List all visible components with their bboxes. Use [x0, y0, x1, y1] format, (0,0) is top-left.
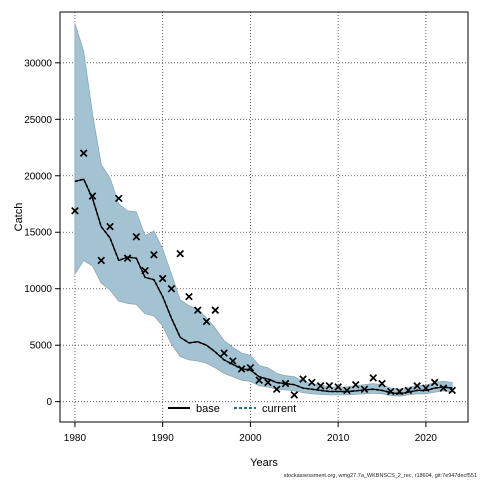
observation-point — [167, 284, 176, 293]
observation-point — [351, 380, 360, 389]
x-tick-label: 1990 — [152, 433, 175, 444]
confidence-band — [74, 23, 453, 397]
observation-point — [71, 206, 79, 215]
observation-point — [193, 306, 202, 314]
observation-point — [246, 363, 255, 372]
y-tick-label: 0 — [46, 397, 52, 408]
observation-point — [343, 386, 351, 395]
observation-point — [264, 378, 272, 387]
observation-point — [97, 256, 106, 265]
observation-point — [386, 387, 395, 396]
observation-point — [316, 382, 325, 390]
series-line-current — [74, 178, 453, 395]
observation-point — [185, 292, 193, 301]
observation-point — [158, 274, 167, 283]
observation-point — [220, 349, 228, 357]
observation-point — [114, 194, 123, 203]
observation-point — [334, 383, 342, 391]
y-tick-label: 15000 — [24, 228, 52, 239]
confidence-band-layer — [74, 23, 453, 397]
observation-point — [229, 357, 237, 365]
observation-point — [255, 376, 263, 385]
observation-point — [422, 384, 430, 392]
legend-label-current: current — [262, 403, 296, 415]
observation-point — [299, 375, 307, 383]
grid-lines — [60, 12, 468, 422]
observation-point — [378, 379, 386, 388]
observation-point — [325, 382, 334, 390]
y-tick-label: 20000 — [24, 171, 52, 182]
y-axis-ticks: 0 5000 10000 15000 20000 25000 30000 — [24, 58, 60, 408]
observation-point — [369, 374, 378, 382]
y-tick-label: 5000 — [30, 341, 53, 352]
observation-point — [290, 391, 299, 399]
observation-point — [395, 387, 404, 396]
x-tick-label: 2020 — [415, 433, 438, 444]
y-tick-label: 10000 — [24, 284, 52, 295]
observation-point — [106, 222, 114, 231]
legend: base current — [168, 403, 296, 415]
y-tick-label: 30000 — [24, 58, 52, 69]
observation-point — [211, 306, 220, 314]
observation-point — [281, 379, 290, 388]
observation-point — [272, 385, 281, 394]
observation-point — [176, 249, 185, 258]
observation-point — [141, 266, 149, 275]
footnote: stockassessment.org, wmg27.7a_WKBNSCS_2_… — [284, 473, 477, 479]
observation-point — [123, 254, 132, 263]
legend-label-base: base — [196, 403, 220, 415]
observation-point — [360, 385, 369, 394]
y-tick-label: 25000 — [24, 115, 52, 126]
observation-point — [308, 378, 316, 387]
observation-point — [439, 384, 448, 392]
observation-point — [150, 251, 158, 259]
observation-point — [237, 365, 246, 373]
observation-point — [430, 378, 439, 387]
x-tick-label: 1980 — [64, 433, 87, 444]
x-axis-label: Years — [250, 457, 278, 469]
x-tick-label: 2010 — [327, 433, 350, 444]
observation-point — [132, 232, 141, 241]
plot-frame — [59, 11, 469, 423]
observation-point — [88, 192, 97, 200]
observation-point — [202, 317, 211, 326]
observations-layer — [71, 149, 457, 399]
observation-point — [404, 386, 413, 395]
observation-point — [413, 382, 421, 390]
x-tick-label: 2000 — [239, 433, 262, 444]
y-axis-label: Catch — [13, 203, 25, 232]
observation-point — [79, 149, 88, 157]
x-axis-ticks: 1980 1990 2000 2010 2020 — [64, 422, 438, 444]
observation-point — [448, 386, 457, 395]
